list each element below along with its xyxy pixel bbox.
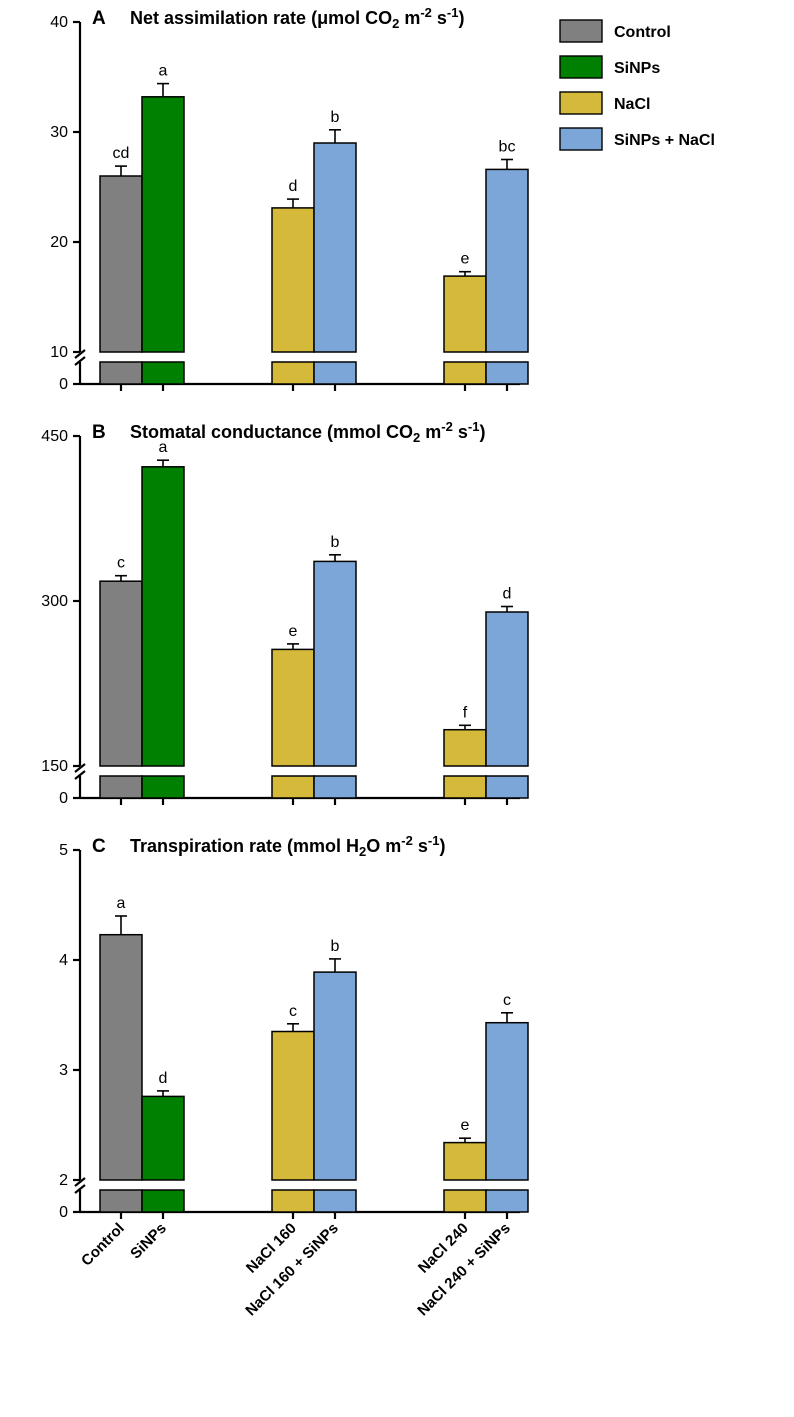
y-tick-label: 3 (59, 1062, 68, 1079)
x-category-label: SiNPs (127, 1220, 170, 1263)
bar (486, 169, 528, 352)
y-tick-label: 4 (59, 952, 68, 969)
bar (272, 1032, 314, 1181)
bar-lower (272, 362, 314, 384)
sig-label: c (117, 555, 125, 572)
legend-label: Control (614, 24, 671, 41)
panel-title-C: Transpiration rate (mmol H2O m-2 s-1) (130, 833, 445, 859)
bar (142, 1096, 184, 1180)
bar (314, 143, 356, 352)
legend-swatch (560, 20, 602, 42)
sig-label: d (159, 1070, 168, 1087)
bar-lower (486, 1190, 528, 1212)
bar (142, 97, 184, 352)
bar-lower (444, 362, 486, 384)
figure-svg: 102030400ANet assimilation rate (μmol CO… (0, 0, 794, 1417)
y-tick-label: 30 (50, 124, 68, 141)
panel-letter-C: C (92, 836, 106, 857)
bar (314, 972, 356, 1180)
sig-label: a (159, 63, 168, 80)
bar-lower (444, 776, 486, 798)
bar (444, 276, 486, 352)
y-tick-label: 20 (50, 234, 68, 251)
legend-swatch (560, 92, 602, 114)
legend-swatch (560, 128, 602, 150)
bar-lower (142, 362, 184, 384)
sig-label: d (289, 178, 298, 195)
panel-letter-B: B (92, 422, 106, 443)
legend-label: NaCl (614, 96, 650, 113)
sig-label: cd (113, 145, 130, 162)
x-category-label: Control (78, 1220, 128, 1270)
sig-label: b (331, 109, 340, 126)
sig-label: bc (499, 139, 516, 156)
bar (272, 208, 314, 352)
y-tick-label: 2 (59, 1172, 68, 1189)
bar-lower (444, 1190, 486, 1212)
sig-label: d (503, 586, 512, 603)
y-tick-label: 5 (59, 842, 68, 859)
sig-label: e (461, 251, 470, 268)
sig-label: c (289, 1003, 297, 1020)
bar (444, 1143, 486, 1180)
bar (272, 649, 314, 766)
bar (100, 176, 142, 352)
y-tick-label: 0 (59, 790, 68, 807)
bar-lower (272, 1190, 314, 1212)
sig-label: e (461, 1117, 470, 1134)
bar (100, 581, 142, 766)
bar-lower (142, 776, 184, 798)
bar (444, 730, 486, 766)
bar-lower (142, 1190, 184, 1212)
y-tick-label: 300 (41, 593, 68, 610)
y-tick-label: 0 (59, 376, 68, 393)
y-tick-label: 40 (50, 14, 68, 31)
y-tick-label: 150 (41, 758, 68, 775)
bar-lower (314, 362, 356, 384)
bar (486, 1023, 528, 1180)
y-tick-label: 0 (59, 1204, 68, 1221)
sig-label: c (503, 992, 511, 1009)
bar (100, 935, 142, 1180)
sig-label: e (289, 623, 298, 640)
legend-swatch (560, 56, 602, 78)
bar-lower (272, 776, 314, 798)
bar-lower (314, 776, 356, 798)
sig-label: a (117, 895, 126, 912)
bar-lower (100, 1190, 142, 1212)
y-tick-label: 450 (41, 428, 68, 445)
bar (314, 561, 356, 766)
sig-label: a (159, 439, 168, 456)
bar-lower (100, 776, 142, 798)
bar (142, 467, 184, 766)
sig-label: f (463, 704, 468, 721)
legend-label: SiNPs + NaCl (614, 132, 715, 149)
bar-lower (486, 362, 528, 384)
y-tick-label: 10 (50, 344, 68, 361)
bar-lower (100, 362, 142, 384)
bar-lower (314, 1190, 356, 1212)
panel-title-B: Stomatal conductance (mmol CO2 m-2 s-1) (130, 419, 485, 445)
legend-label: SiNPs (614, 60, 660, 77)
bar (486, 612, 528, 766)
sig-label: b (331, 534, 340, 551)
figure-root: 102030400ANet assimilation rate (μmol CO… (0, 0, 794, 1417)
panel-letter-A: A (92, 8, 106, 29)
panel-title-A: Net assimilation rate (μmol CO2 m-2 s-1) (130, 5, 464, 31)
sig-label: b (331, 938, 340, 955)
bar-lower (486, 776, 528, 798)
